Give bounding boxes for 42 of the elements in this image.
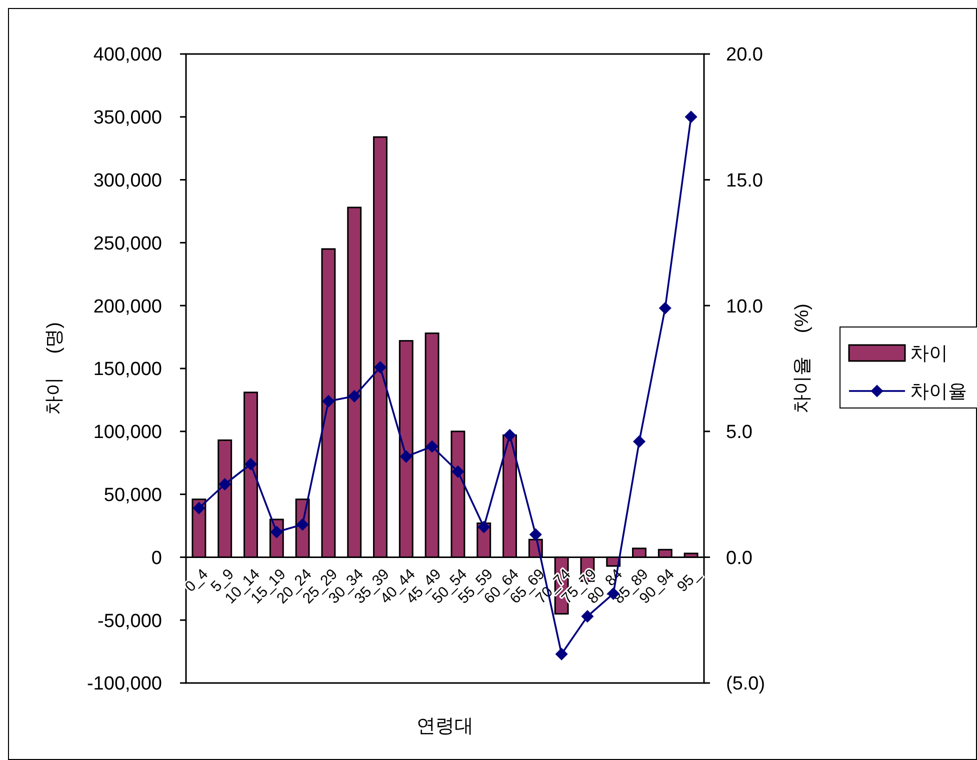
- y2-tick-label: 20.0: [726, 44, 763, 66]
- legend-label: 차이: [910, 344, 948, 365]
- y-tick-label: 400,000: [93, 44, 162, 66]
- x-tick-label: 0_4: [182, 566, 212, 596]
- point: [400, 450, 412, 463]
- y-tick-label: -50,000: [98, 610, 162, 632]
- point: [658, 302, 672, 314]
- point: [529, 528, 542, 541]
- y2-tick-label: (5.0): [726, 674, 766, 695]
- point: [684, 110, 698, 124]
- x-tick-label: 95_: [674, 565, 704, 596]
- point: [503, 428, 516, 442]
- y-tick-label: 150,000: [93, 359, 162, 380]
- y-tick-label: 0: [151, 548, 162, 569]
- x-axis-title: 연령대: [416, 716, 474, 737]
- point: [322, 394, 335, 408]
- point: [192, 502, 206, 514]
- point: [426, 440, 438, 453]
- point: [478, 520, 490, 534]
- point: [296, 518, 309, 531]
- y-tick-label: 50,000: [104, 484, 162, 506]
- point: [632, 435, 646, 448]
- y-tick-label: 100,000: [93, 422, 162, 444]
- point: [374, 360, 387, 374]
- point: [452, 465, 464, 478]
- y-tick-label: -100,000: [86, 674, 162, 695]
- y-tick-label: 350,000: [93, 108, 162, 129]
- legend-label: 차이율: [910, 382, 967, 403]
- point: [555, 648, 568, 660]
- y-axis-title: 차이 (명): [44, 322, 65, 415]
- y2-tick-label: 0.0: [726, 548, 752, 569]
- y2-axis-title: 차이율 (%): [792, 304, 813, 414]
- point: [244, 458, 258, 470]
- y2-tick-label: 15.0: [726, 170, 763, 192]
- point: [348, 390, 361, 402]
- y2-tick-label: 10.0: [726, 296, 763, 318]
- point: [218, 478, 232, 491]
- y-tick-label: 200,000: [93, 296, 162, 318]
- y-tick-label: 250,000: [93, 233, 162, 254]
- y-tick-label: 300,000: [93, 170, 162, 192]
- y2-tick-label: 5.0: [726, 422, 752, 444]
- point: [581, 610, 594, 623]
